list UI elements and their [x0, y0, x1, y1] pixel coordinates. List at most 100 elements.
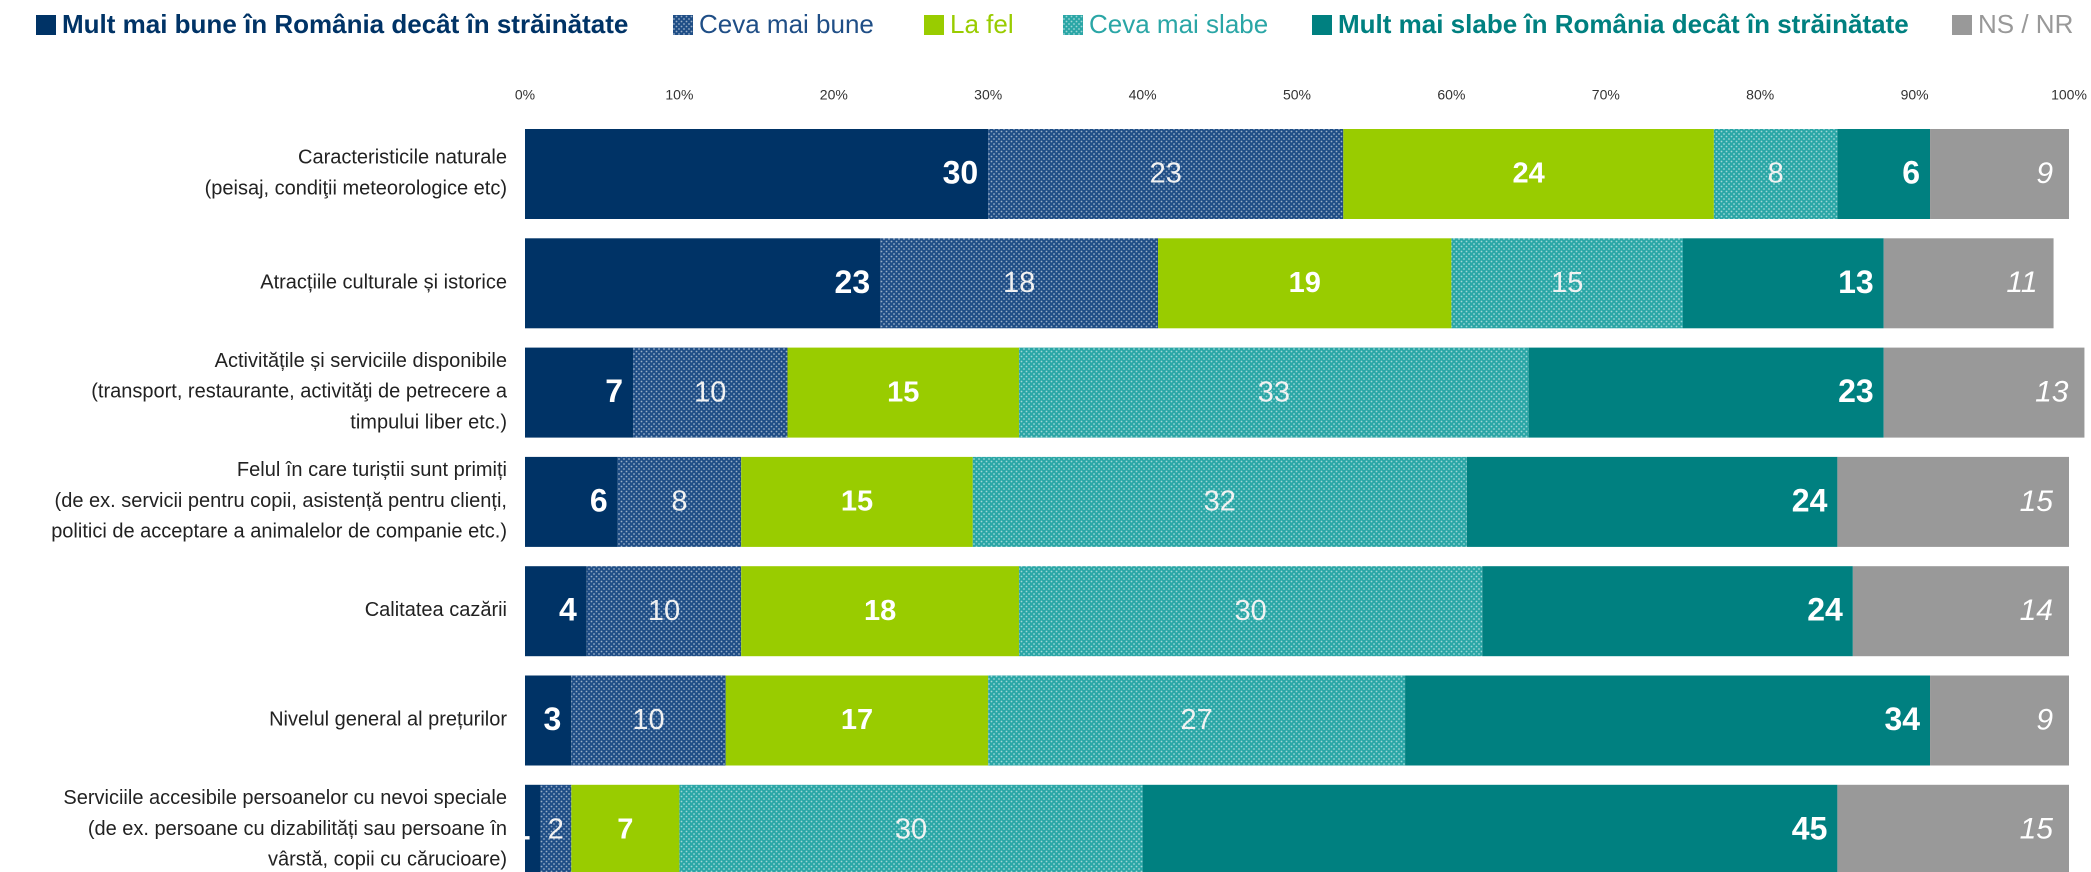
value-label: 8 [1768, 158, 1784, 190]
category-label-line: Felul în care turiștii sunt primiți [237, 459, 507, 481]
value-label: 24 [1807, 592, 1843, 628]
bar-segment [586, 566, 742, 657]
bar-segment [525, 566, 587, 657]
bar-segment [679, 784, 1143, 872]
category-label-line: Serviciile accesibile persoanelor cu nev… [63, 787, 507, 809]
bar-segment [1883, 347, 2085, 438]
value-label: 9 [2036, 703, 2053, 736]
bar-segment [1837, 456, 2069, 547]
value-label: 23 [835, 264, 871, 300]
bar-segment [571, 784, 680, 872]
value-label: 18 [864, 595, 896, 627]
value-label: 15 [2020, 813, 2054, 846]
value-label: 30 [1235, 595, 1267, 627]
bar-segment [525, 129, 989, 219]
bar-segment [1142, 784, 1838, 872]
category-label-line: (peisaj, condiţii meteorologice etc) [205, 178, 507, 200]
category-label-line: Nivelul general al prețurilor [269, 709, 507, 731]
value-label: 10 [648, 595, 680, 627]
value-label: 19 [1289, 267, 1321, 299]
legend-label: NS / NR [1978, 9, 2073, 39]
value-label: 6 [1902, 154, 1920, 190]
category-label-line: Caracteristicile naturale [298, 147, 507, 169]
bar-segment [988, 675, 1406, 766]
category-label-line: (transport, restaurante, activităţi de p… [91, 381, 508, 403]
value-label: 7 [617, 813, 633, 845]
value-label: 24 [1512, 158, 1544, 190]
value-label: 11 [2006, 266, 2037, 299]
category-label: Calitatea cazării [365, 599, 507, 621]
legend-label: Ceva mai slabe [1089, 9, 1268, 39]
category-label-line: politici de acceptare a animalelor de co… [51, 521, 507, 543]
category-label-line: Calitatea cazării [365, 599, 507, 621]
value-label: 17 [841, 704, 873, 736]
bar-segment [1158, 238, 1452, 329]
bar-segment [1466, 456, 1838, 547]
bar-segment [525, 456, 618, 547]
value-label: 10 [694, 376, 726, 408]
value-label: 13 [1838, 264, 1874, 300]
bar-segment [1482, 566, 1853, 657]
value-label: 13 [2035, 376, 2069, 409]
legend-label: Mult mai bune în România decât în străin… [62, 9, 628, 39]
bar-segment [617, 456, 742, 547]
bar-segment [988, 129, 1344, 219]
bar-segment [525, 784, 541, 872]
legend-label: Mult mai slabe în România decât în străi… [1338, 9, 1909, 39]
category-label-line: Activitățile și serviciile disponibile [215, 350, 507, 372]
category-label-line: timpului liber etc.) [350, 412, 507, 434]
x-tick-label: 60% [1437, 87, 1465, 103]
value-label: 27 [1181, 704, 1213, 736]
bar-segment [880, 238, 1159, 329]
x-tick-label: 90% [1901, 87, 1929, 103]
bar-segment [1019, 347, 1529, 438]
legend-swatch [1952, 15, 1972, 35]
x-tick-label: 20% [820, 87, 848, 103]
bar-segment [525, 347, 634, 438]
value-label: 7 [605, 373, 623, 409]
category-label: Atracțiile culturale și istorice [260, 272, 507, 294]
bar-segment [741, 566, 1020, 657]
bar-segment [1852, 566, 2069, 657]
value-label: 18 [1003, 267, 1035, 299]
category-label-line: (de ex. persoane cu dizabilități sau per… [88, 818, 507, 840]
bar-segment [787, 347, 1020, 438]
value-label: 3 [544, 701, 562, 737]
bar-segment [1713, 129, 1838, 219]
bar-segment [1837, 129, 1931, 219]
value-label: 15 [841, 486, 873, 518]
bar-segment [1930, 129, 2069, 219]
value-label: 30 [943, 154, 979, 190]
value-label: 6 [590, 482, 608, 518]
value-label: 15 [1551, 267, 1583, 299]
category-label-line: Atracțiile culturale și istorice [260, 272, 507, 294]
legend-swatch [924, 15, 944, 35]
value-label: 15 [887, 376, 919, 408]
category-label: Caracteristicile naturale (peisaj, condiţ… [205, 147, 507, 200]
legend-label: Ceva mai bune [699, 9, 874, 39]
bar-segment [1883, 238, 2054, 329]
bar-segment [725, 675, 989, 766]
category-label: Serviciile accesibile persoanelor cu nev… [63, 787, 507, 870]
category-label-line: (de ex. servicii pentru copii, asistență… [55, 490, 507, 512]
category-label: Nivelul general al prețurilor [269, 709, 507, 731]
value-label: 30 [895, 813, 927, 845]
legend-swatch [1063, 15, 1083, 35]
value-label: 4 [559, 592, 577, 628]
value-label: 8 [671, 486, 687, 518]
bar-segment [540, 784, 572, 872]
value-label: 45 [1792, 810, 1828, 846]
bar-segment [1451, 238, 1683, 329]
bar-segment [525, 238, 881, 329]
bar-segment [571, 675, 726, 766]
bar-segment [1837, 784, 2069, 872]
x-tick-label: 50% [1283, 87, 1311, 103]
x-tick-label: 80% [1746, 87, 1774, 103]
bar-segment [1528, 347, 1884, 438]
bar-segment [633, 347, 788, 438]
value-label: 1 [513, 810, 531, 846]
bar-segment [1930, 675, 2069, 766]
value-label: 34 [1884, 701, 1920, 737]
value-label: 23 [1150, 158, 1182, 190]
